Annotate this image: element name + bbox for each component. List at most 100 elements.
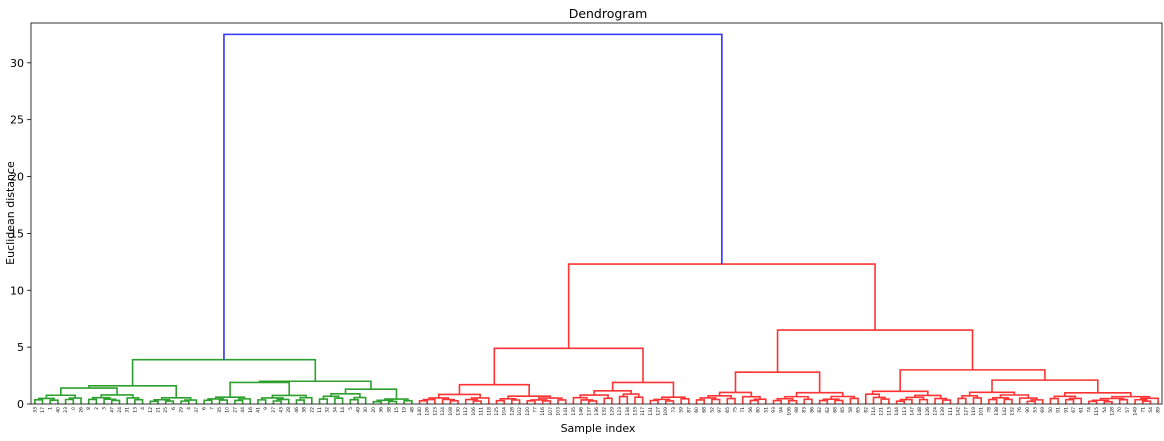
- leaf-label: 114: [871, 407, 877, 416]
- leaf-label: 77: [532, 407, 538, 413]
- leaf-label: 113: [902, 407, 908, 416]
- dendrogram-link: [784, 395, 809, 400]
- dendrogram-link: [776, 397, 794, 401]
- dendrogram-link: [1049, 397, 1059, 404]
- leaf-label: 148: [917, 407, 923, 416]
- y-axis-label: Euclidean distance: [4, 161, 17, 265]
- leaf-label: 113: [886, 407, 892, 416]
- leaf-label: 91: [1056, 407, 1062, 413]
- leaf-label: 48: [409, 407, 415, 413]
- leaf-label: 146: [579, 407, 585, 416]
- dendrogram-link: [344, 388, 398, 400]
- leaf-label: 124: [440, 407, 446, 416]
- dendrogram-link: [530, 399, 548, 401]
- leaf-label: 135: [571, 407, 577, 416]
- leaf-label: 25: [163, 407, 169, 413]
- leaf-label: 125: [494, 407, 500, 416]
- leaf-label: 62: [825, 407, 831, 413]
- y-tick-label: 0: [17, 398, 24, 411]
- dendrogram-link: [88, 385, 178, 398]
- dendrogram-link: [441, 398, 455, 404]
- dendrogram-link: [1003, 398, 1013, 404]
- leaf-label: 19: [402, 407, 408, 413]
- plot-frame: [30, 22, 1163, 405]
- dendrogram-link: [184, 399, 198, 404]
- y-tick-label: 30: [10, 57, 24, 70]
- dendrogram-link: [741, 395, 761, 404]
- dendrogram-link: [864, 393, 881, 404]
- dendrogram-link: [872, 396, 886, 404]
- dendrogram-link: [126, 397, 140, 404]
- root-link: [223, 33, 723, 360]
- leaf-label: 32: [325, 407, 331, 413]
- dendrogram-link: [541, 400, 552, 404]
- leaf-label: 43: [279, 407, 285, 413]
- cluster-b-root-link: [567, 263, 876, 349]
- leaf-label: 90: [1025, 407, 1031, 413]
- dendrogram-link: [87, 398, 98, 404]
- leaf-label: 34: [332, 407, 338, 413]
- leaf-label: 68: [833, 407, 839, 413]
- dendrogram-link: [207, 398, 225, 401]
- leaf-label: 82: [863, 407, 869, 413]
- leaf-label: 149: [1133, 407, 1139, 416]
- leaf-label: 56: [748, 407, 754, 413]
- leaf-label: 73: [671, 407, 677, 413]
- cluster-b-left-link: [493, 347, 644, 385]
- dendrogram-link: [753, 398, 767, 404]
- dendrogram-link: [372, 400, 382, 404]
- dendrogram-link: [803, 398, 813, 404]
- leaf-label: 70: [1117, 407, 1123, 413]
- leaf-label: 57: [1125, 407, 1131, 413]
- leaf-label: 87: [686, 407, 692, 413]
- dendrogram-link: [664, 400, 675, 404]
- dendrogram-link: [972, 397, 982, 404]
- dendrogram-link: [1068, 397, 1083, 404]
- dendrogram-link: [593, 390, 632, 396]
- leaf-label: 60: [694, 407, 700, 413]
- dendrogram-link: [572, 396, 588, 404]
- leaf-label: 13: [132, 407, 138, 413]
- dendrogram-link: [579, 394, 609, 399]
- leaf-label: 106: [471, 407, 477, 416]
- dendrogram-link: [918, 398, 929, 404]
- leaf-label: 23: [63, 407, 69, 413]
- dendrogram-link: [818, 399, 829, 404]
- dendrogram-link: [160, 396, 192, 401]
- dendrogram-link: [100, 394, 134, 398]
- y-tick-label: 20: [10, 171, 24, 184]
- dendrogram-link: [834, 399, 844, 404]
- leaf-label: 12: [148, 407, 154, 413]
- dendrogram-link: [68, 397, 82, 404]
- leaf-label: 2: [94, 407, 100, 410]
- leaf-label: 7: [209, 407, 215, 410]
- leaf-label: 111: [479, 407, 485, 416]
- dendrogram-link: [257, 399, 267, 404]
- dendrogram-link: [618, 395, 629, 404]
- dendrogram-link: [1026, 400, 1036, 404]
- leaf-label: 109: [663, 407, 669, 416]
- y-tick-label: 5: [17, 341, 24, 354]
- dendrogram-link: [695, 399, 706, 404]
- leaf-label: 6: [202, 407, 208, 410]
- leaf-label: 139: [940, 407, 946, 416]
- dendrogram-link: [1064, 391, 1132, 397]
- leaf-label: 86: [809, 407, 815, 413]
- leaf-label: 93: [771, 407, 777, 413]
- leaf-label: 49: [355, 407, 361, 413]
- leaf-label: 101: [979, 407, 985, 416]
- dendrogram-link: [849, 397, 859, 404]
- leaf-label: 52: [709, 407, 715, 413]
- leaf-label: 33: [32, 407, 38, 413]
- leaf-label: 124: [933, 407, 939, 416]
- leaf-label: 29: [179, 407, 185, 413]
- leaf-label: 28: [286, 407, 292, 413]
- leaf-label: 59: [679, 407, 685, 413]
- dendrogram-link: [353, 396, 367, 404]
- dendrogram-link: [1030, 399, 1044, 404]
- leaf-label: 69: [1040, 407, 1046, 413]
- leaf-label: 97: [717, 407, 723, 413]
- dendrogram-link: [34, 399, 44, 404]
- dendrogram-link: [511, 399, 521, 404]
